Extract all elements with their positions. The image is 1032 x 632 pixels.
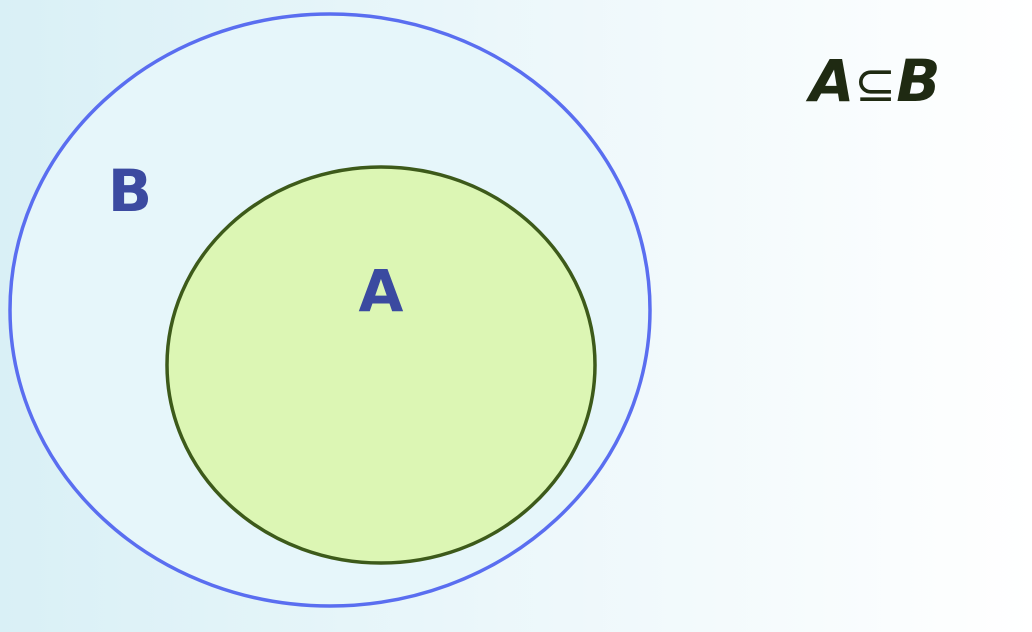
- set-b-label: B: [108, 157, 152, 225]
- subset-symbol: ⊆: [854, 55, 896, 113]
- subset-notation: A⊆B: [805, 47, 940, 115]
- set-a-circle: [165, 165, 597, 565]
- notation-left-set: A: [805, 47, 854, 115]
- notation-right-set: B: [896, 47, 940, 115]
- set-a-label: A: [359, 257, 404, 325]
